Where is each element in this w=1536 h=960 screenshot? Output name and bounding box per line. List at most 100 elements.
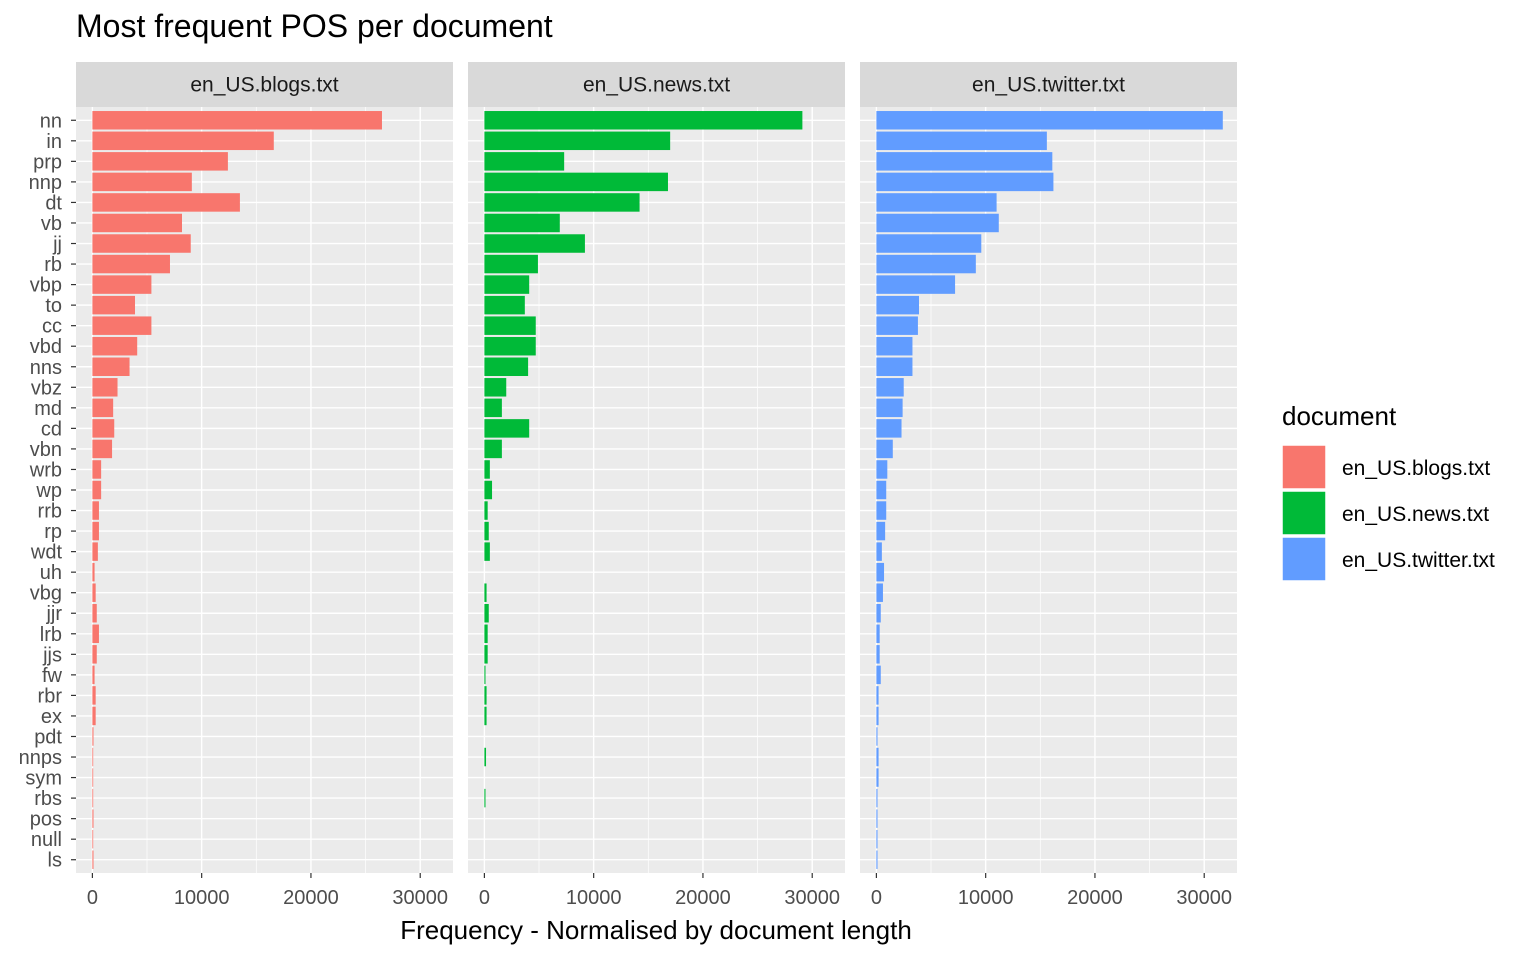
bar-md	[92, 398, 114, 418]
bar-nnps	[484, 747, 487, 767]
x-tick-label: 30000	[1176, 887, 1232, 909]
bar-vbd	[484, 336, 536, 356]
y-tick-label: vbg	[30, 583, 62, 605]
bar-cd	[92, 419, 115, 438]
y-tick-label: pos	[30, 809, 62, 831]
bar-rp	[876, 521, 886, 541]
y-tick-label: cd	[41, 418, 62, 440]
bar-uh	[92, 562, 95, 582]
y-tick-label: lrb	[40, 624, 62, 646]
y-tick-label: null	[31, 829, 62, 851]
y-tick-label: vb	[41, 213, 62, 235]
bar-nns	[92, 357, 130, 376]
bar-rbs	[484, 788, 486, 808]
bar-lrb	[92, 624, 99, 644]
x-tick-label: 10000	[566, 887, 622, 909]
bar-null	[876, 829, 878, 849]
bar-wp	[484, 480, 493, 500]
bar-nnp	[876, 172, 1054, 192]
bar-in	[484, 131, 671, 151]
facet-strip-label: en_US.news.txt	[583, 74, 730, 97]
bar-vb	[876, 213, 999, 233]
y-tick-label: nnps	[19, 747, 62, 769]
legend-label: en_US.twitter.txt	[1342, 549, 1495, 572]
bar-to	[876, 295, 920, 315]
bar-rbr	[484, 686, 487, 705]
bar-cc	[484, 316, 536, 335]
bar-md	[876, 398, 903, 418]
bar-cc	[876, 316, 918, 335]
y-tick-label: cc	[42, 316, 62, 338]
bar-cc	[92, 316, 152, 335]
bar-vbp	[876, 275, 956, 294]
bar-vbg	[92, 583, 96, 602]
bar-ex	[484, 706, 487, 726]
bar-in	[92, 131, 274, 151]
legend-key	[1281, 490, 1327, 536]
bar-in	[876, 131, 1047, 151]
y-tick-label: jj	[52, 234, 62, 256]
bar-dt	[484, 193, 640, 212]
bar-jj	[876, 234, 982, 253]
bar-nns	[876, 357, 913, 376]
bar-fw	[484, 665, 486, 685]
bar-wdt	[876, 542, 882, 561]
bar-vbn	[876, 439, 893, 459]
bar-rp	[92, 521, 99, 541]
bar-dt	[92, 193, 240, 212]
bar-rbr	[876, 686, 879, 705]
bar-nnp	[484, 172, 668, 192]
y-tick-label: ls	[48, 850, 62, 872]
bar-sym	[92, 768, 94, 787]
y-tick-label: in	[46, 131, 62, 153]
chart-title: Most frequent POS per document	[76, 8, 553, 44]
facet-strip	[860, 62, 1237, 107]
bar-cd	[484, 419, 530, 438]
x-tick-label: 0	[871, 887, 882, 909]
legend-title: document	[1282, 401, 1397, 431]
bar-jjr	[876, 604, 881, 623]
bar-pos	[92, 809, 94, 828]
bar-fw	[876, 665, 881, 685]
bar-rbs	[92, 788, 94, 808]
y-tick-label: wdt	[30, 542, 63, 564]
bar-nnps	[876, 747, 879, 767]
y-tick-label: fw	[42, 665, 63, 687]
bar-cd	[876, 419, 902, 438]
x-tick-label: 0	[87, 887, 98, 909]
facet-strip	[468, 62, 845, 107]
bar-prp	[876, 152, 1053, 171]
y-tick-label: wp	[35, 480, 62, 502]
bar-jjr	[484, 604, 489, 623]
bar-rbr	[92, 686, 96, 705]
legend-key	[1281, 444, 1327, 490]
legend-label: en_US.blogs.txt	[1342, 457, 1490, 480]
bar-prp	[484, 152, 565, 171]
bar-to	[92, 295, 136, 315]
y-tick-label: ex	[41, 706, 62, 728]
x-tick-label: 30000	[784, 887, 840, 909]
y-tick-label: nns	[30, 357, 62, 379]
bar-jjs	[876, 645, 880, 664]
y-tick-label: vbd	[30, 336, 62, 358]
bar-prp	[92, 152, 228, 171]
bar-vbz	[92, 378, 118, 397]
y-tick-label: rp	[44, 521, 62, 543]
bar-vbz	[876, 378, 904, 397]
bar-rb	[876, 254, 976, 274]
bar-nn	[876, 111, 1223, 130]
bar-pdt	[92, 727, 94, 746]
bar-rrb	[484, 501, 488, 520]
y-tick-label: rrb	[38, 501, 62, 523]
bar-nns	[484, 357, 529, 376]
y-tick-label: nn	[40, 110, 62, 132]
bar-wp	[876, 480, 887, 500]
bar-nn	[92, 111, 382, 130]
bar-nnps	[92, 747, 94, 767]
facet-panel: en_US.twitter.txt 0 10000 20000 30000	[860, 62, 1237, 909]
facet-panel: en_US.news.txt 0 10000 20000 30000	[468, 62, 845, 909]
bar-ex	[876, 706, 879, 726]
bar-jj	[484, 234, 585, 253]
y-tick-label: dt	[45, 192, 62, 214]
